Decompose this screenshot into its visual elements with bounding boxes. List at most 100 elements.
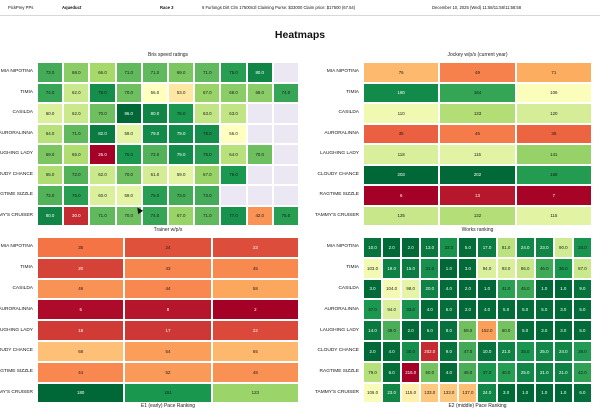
works-heatmap-cell: 17.0 bbox=[477, 237, 497, 258]
bris-empty-cell bbox=[272, 185, 300, 206]
trainer-heatmap-cell: 54 bbox=[124, 341, 212, 362]
bris-heatmap-row: 60.0 62.0 70.0 86.0 80.0 76.0 63.0 63.0 bbox=[37, 103, 300, 124]
works-heatmap-cell: 5.0 bbox=[496, 299, 516, 321]
bris-heatmap-cell: 69.0 bbox=[37, 144, 64, 165]
trainer-heatmap-cell: 49 bbox=[37, 278, 125, 300]
jockey-heatmap-row: 6 13 7 bbox=[363, 185, 592, 206]
works-heatmap-cell: 42.0 bbox=[572, 361, 592, 383]
works-heatmap-cell: 6.0 bbox=[420, 320, 440, 341]
works-heatmap-cell: 59.0 bbox=[458, 320, 478, 341]
jockey-heatmap-cell: 49 bbox=[439, 62, 516, 83]
bris-heatmap-cell: 70.0 bbox=[246, 144, 273, 165]
bris-heatmap-grid: 73.0 68.0 66.0 71.0 71.0 69.0 71.0 75.0 80.0 74.0… bbox=[37, 62, 300, 226]
bris-heatmap-cell: 79.0 bbox=[168, 144, 195, 165]
works-heatmap-row: 3.0 104.0 98.0 20.0 4.0 2.0 1.0 41.0 45.0 1.0 1.0 9… bbox=[363, 278, 592, 300]
trainer-heatmap-cell: 48 bbox=[211, 361, 299, 383]
track-name: Aqueduct bbox=[62, 5, 82, 10]
bris-heatmap-cell: 70.0 bbox=[115, 82, 142, 103]
jockey-heatmap-row: 110 133 120 bbox=[363, 103, 592, 124]
bris-heatmap-cell: 66.0 bbox=[89, 62, 116, 83]
works-heatmap-cell: 6.0 bbox=[439, 299, 459, 321]
works-heatmap-cell: 4.0 bbox=[439, 278, 459, 300]
jockey-heatmap-cell: 6 bbox=[363, 185, 440, 206]
bris-heatmap-cell: 73.0 bbox=[194, 185, 221, 206]
works-heatmap-cell: 6.0 bbox=[572, 382, 592, 404]
bris-empty-cell bbox=[272, 62, 300, 83]
trainer-heatmap-cell: 24 bbox=[124, 237, 212, 258]
works-heatmap-row: 14.0 49.0 2.0 6.0 8.0 59.0 152.0 60.0 5.0 3.0 3.0 5… bbox=[363, 320, 592, 341]
bris-heatmap-cell: 86.0 bbox=[115, 103, 142, 124]
works-row-label: CASILDA bbox=[338, 286, 359, 291]
bris-heatmap-cell: 71.0 bbox=[89, 205, 116, 226]
works-heatmap-cell: 4.0 bbox=[420, 299, 440, 321]
bris-heatmap-cell: 80.0 bbox=[141, 103, 169, 124]
jockey-heatmap-row: 203 202 168 bbox=[363, 164, 592, 185]
works-heatmap-cell: 137.0 bbox=[458, 382, 478, 404]
race-number: Race 3 bbox=[160, 5, 174, 10]
bris-heatmap-cell: 60.0 bbox=[37, 103, 64, 124]
jockey-heatmap-cell: 76 bbox=[363, 62, 440, 83]
bris-heatmap-cell: 75.0 bbox=[141, 185, 169, 206]
works-heatmap-cell: 30.0 bbox=[401, 341, 421, 362]
jockey-title: Jockey w/p/s (current year) bbox=[447, 52, 508, 58]
works-heatmap-cell: 2.0 bbox=[458, 299, 478, 321]
jockey-heatmap-cell: 203 bbox=[363, 164, 440, 185]
works-heatmap-cell: 98.0 bbox=[401, 278, 421, 300]
works-heatmap-cell: 23.0 bbox=[534, 237, 554, 258]
jockey-heatmap-cell: 141 bbox=[515, 144, 592, 165]
bris-heatmap-cell: 68.0 bbox=[63, 62, 90, 83]
bris-row-label: TAMMY'S CRUISER bbox=[0, 212, 33, 218]
jockey-row-label: CLOUDY CHANCE bbox=[317, 171, 360, 177]
trainer-heatmap-cell: 5 bbox=[37, 299, 125, 321]
works-heatmap-row: 79.0 6.0 216.0 60.0 4.0 49.0 37.0 40.0 25.0 21.0 2… bbox=[363, 361, 592, 383]
bris-row-label: CLOUDY CHANCE bbox=[0, 171, 33, 177]
bris-heatmap-cell: 53.0 bbox=[168, 82, 195, 103]
bris-heatmap-cell: 62.0 bbox=[63, 103, 90, 124]
jockey-heatmap-cell: 120 bbox=[515, 103, 592, 124]
trainer-heatmap-row: 49 44 58 bbox=[37, 278, 299, 300]
works-row-label: MIA NIPOTINA bbox=[326, 244, 359, 250]
trainer-heatmap-cell: 58 bbox=[211, 278, 299, 300]
works-heatmap-cell: 1.0 bbox=[477, 278, 497, 300]
works-heatmap-cell: 19.0 bbox=[382, 257, 402, 279]
bris-heatmap-cell: 74.0 bbox=[141, 205, 169, 226]
bris-heatmap-cell: 62.0 bbox=[63, 82, 90, 103]
works-heatmap-cell: 4.0 bbox=[439, 361, 459, 383]
works-heatmap-cell: 133.0 bbox=[439, 382, 459, 404]
works-heatmap-cell: 81.0 bbox=[496, 237, 516, 258]
trainer-heatmap-cell: 45 bbox=[211, 257, 299, 279]
works-heatmap-cell: 14.0 bbox=[363, 320, 383, 341]
works-heatmap-cell: 6.0 bbox=[382, 361, 402, 383]
bris-row-label: TIMIA bbox=[20, 89, 33, 95]
bris-heatmap-row: 72.0 75.0 60.0 59.0 75.0 73.0 73.0 bbox=[37, 185, 300, 206]
trainer-heatmap-cell: 123 bbox=[211, 382, 299, 404]
trainer-heatmap-cell: 180 bbox=[37, 382, 125, 404]
bris-heatmap-cell: 56.0 bbox=[141, 82, 169, 103]
bris-heatmap-cell: 72.0 bbox=[141, 144, 169, 165]
bris-heatmap-cell: 75.0 bbox=[194, 144, 221, 165]
works-heatmap-cell: 5.0 bbox=[534, 299, 554, 321]
works-heatmap-cell: 3.0 bbox=[553, 299, 573, 321]
bris-heatmap-cell: 82.0 bbox=[89, 123, 116, 144]
jockey-heatmap-cell: 35 bbox=[363, 123, 440, 144]
works-panel: Works ranking E2 (middle) Pace Ranking M… bbox=[315, 227, 592, 414]
works-heatmap-cell: 3.0 bbox=[458, 257, 478, 279]
bris-heatmap-row: 73.0 68.0 66.0 71.0 71.0 69.0 71.0 75.0 80.0 bbox=[37, 62, 300, 83]
works-heatmap-cell: 10.0 bbox=[477, 341, 497, 362]
works-heatmap-cell: 94.0 bbox=[477, 257, 497, 279]
trainer-heatmap-cell: 17 bbox=[124, 320, 212, 341]
app-name: PickPrey PPs bbox=[8, 5, 34, 10]
jockey-heatmap-cell: 180 bbox=[363, 82, 440, 103]
bris-heatmap-cell: 67.0 bbox=[194, 82, 221, 103]
bris-heatmap-cell: 65.0 bbox=[37, 164, 64, 185]
jockey-heatmap-cell: 115 bbox=[439, 144, 516, 165]
works-heatmap-cell: 21.0 bbox=[496, 341, 516, 362]
works-heatmap-cell: 3.0 bbox=[496, 382, 516, 404]
trainer-heatmap-row: 68 54 65 bbox=[37, 341, 299, 362]
trainer-heatmap-cell: 43 bbox=[124, 257, 212, 279]
trainer-heatmap-cell: 151 bbox=[124, 382, 212, 404]
works-heatmap-cell: 33.0 bbox=[439, 237, 459, 258]
works-heatmap-cell: 13.0 bbox=[420, 237, 440, 258]
jockey-heatmap-cell: 164 bbox=[439, 82, 516, 103]
works-heatmap-cell: 5.0 bbox=[515, 299, 535, 321]
